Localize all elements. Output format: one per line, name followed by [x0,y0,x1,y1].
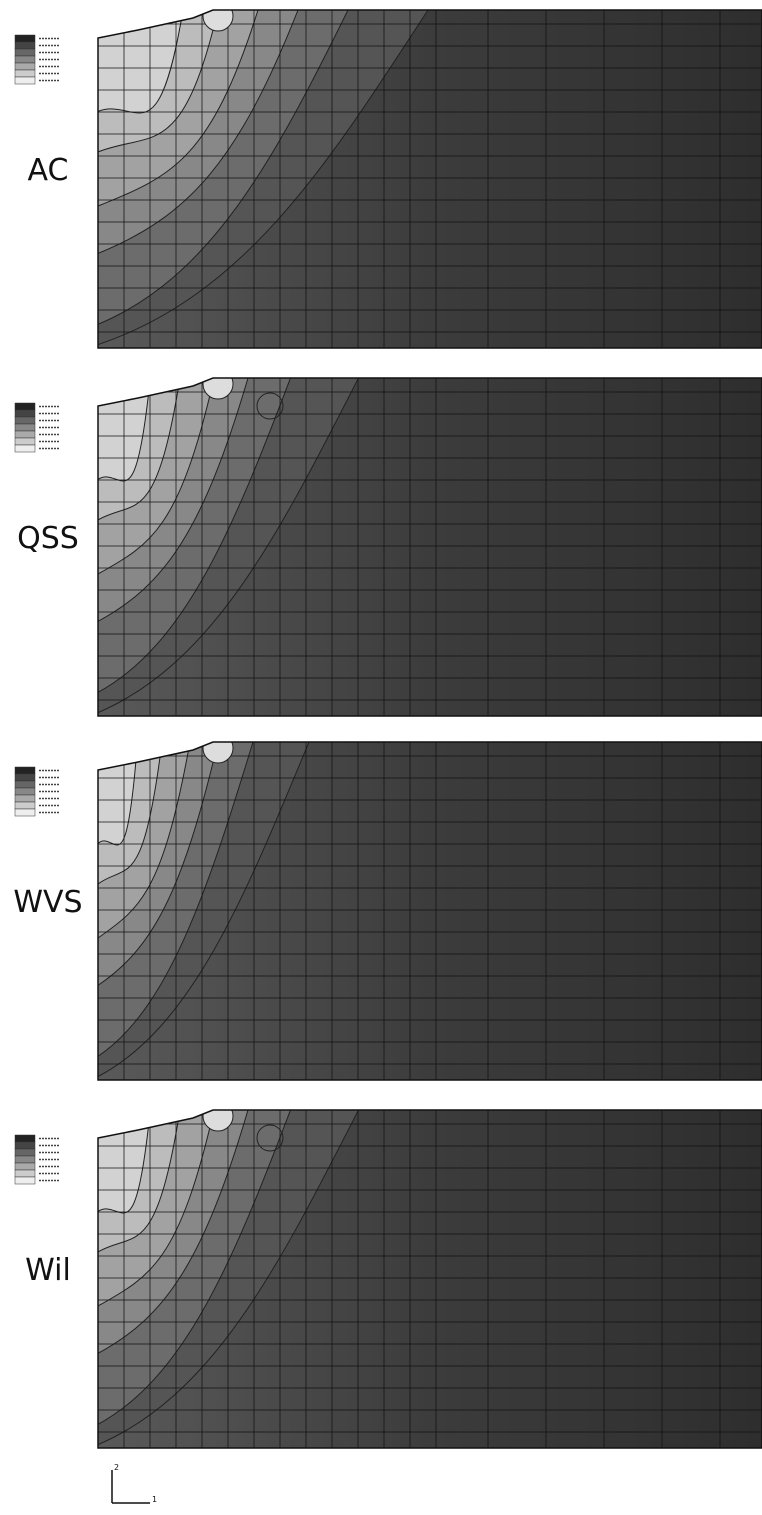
legend-swatch [14,437,36,446]
legend-swatch [14,801,36,810]
legend-swatch [14,76,36,85]
legend-swatch [14,34,36,43]
contour-island [202,742,234,764]
legend-swatch [14,423,36,432]
legend-swatch [14,416,36,425]
triad-label: 2 [114,1463,119,1472]
legend-swatch [14,409,36,418]
contour-panel [97,377,762,717]
contour-island [202,1110,234,1132]
legend-swatch [14,48,36,57]
legend-swatch [14,1169,36,1178]
legend-swatch [14,1141,36,1150]
legend-swatch [14,808,36,817]
panel-body [98,1110,762,1448]
legend-swatch [14,787,36,796]
legend-swatch [14,794,36,803]
legend-swatch [14,1134,36,1143]
legend-swatch [14,402,36,411]
panel-outline [97,377,762,717]
legend-swatch [14,62,36,71]
legend-swatch [14,41,36,50]
panel-body [98,378,762,716]
legend-swatch [14,55,36,64]
legend-icon [14,402,59,453]
contour-panel [97,9,762,349]
legend-swatch [14,1176,36,1185]
panel-label: QSS [17,521,79,556]
legend-swatch [14,1148,36,1157]
contour-island [202,378,234,400]
legend-swatch [14,430,36,439]
panel-label: WVS [13,885,82,920]
panel-label: Wil [25,1253,71,1288]
legend-swatch [14,444,36,453]
legend-swatch [14,1155,36,1164]
legend-swatch [14,773,36,782]
panel-outline [97,741,762,1081]
contour-island [202,10,234,32]
panel-outline [97,9,762,349]
contour-island [256,392,284,420]
contour-panel [97,1109,762,1449]
legend-swatch [14,69,36,78]
triad-label: 1 [152,1495,157,1504]
contour-island [256,1124,284,1152]
contour-panel [97,741,762,1081]
panel-outline [97,1109,762,1449]
panel-body [98,10,762,348]
legend-icon [14,766,59,817]
panel-body [98,742,762,1080]
legend-icon [14,34,59,85]
panel-label: AC [28,153,69,188]
legend-icon [14,1134,59,1185]
legend-swatch [14,1162,36,1171]
legend-swatch [14,780,36,789]
legend-swatch [14,766,36,775]
